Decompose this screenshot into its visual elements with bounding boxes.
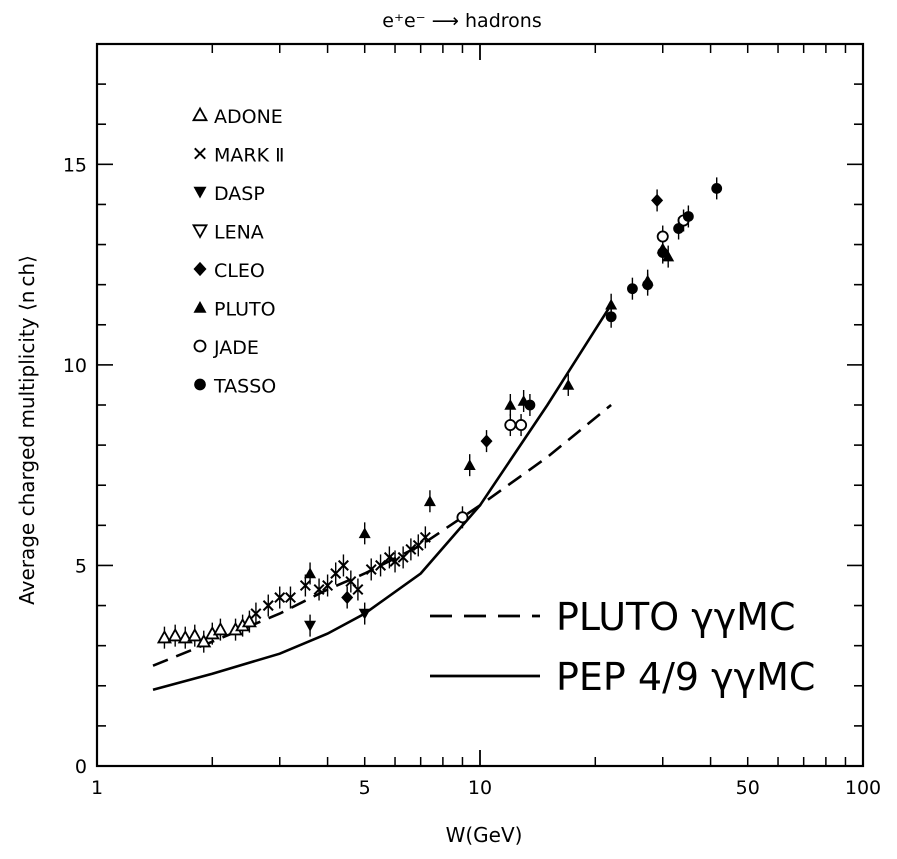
x-tick-label: 100 [845,777,881,799]
adone-point [156,629,172,644]
legend-label-pluto: PLUTO [214,299,276,321]
mark-point [352,584,364,596]
mark-point [337,559,349,571]
legend-marker-lena [191,224,209,239]
legend-marker-jade [193,339,207,353]
mark-point [322,579,334,592]
mark-point [405,543,417,555]
adone-point [187,627,203,642]
mark-point [313,584,325,596]
chart-title: e⁺e⁻ ⟶ hadrons [382,10,541,32]
y-tick-label: 0 [75,756,87,778]
pluto-point [358,527,371,539]
y-tick-label: 15 [63,154,87,176]
x-axis-title: W(GeV) [446,823,523,847]
mark-point [365,563,377,575]
mark-point [250,608,262,620]
legend-label-pluto-mc: PLUTO γγMC [556,595,796,639]
pluto-point [304,567,317,579]
mark-point [389,555,401,567]
tasso-point [673,223,684,234]
y-tick-label: 10 [63,355,87,377]
legend-label-dasp: DASP [214,183,265,205]
jade-point [504,419,517,432]
x-tick-label: 5 [359,777,371,799]
tasso-point [657,247,669,258]
pluto-point [562,378,575,390]
mark-point [375,559,387,571]
legend-marker-cleo [193,261,207,277]
dasp-point [304,620,317,632]
cleo-point [480,434,493,448]
legend-marker-pluto [193,301,207,313]
x-tick-label: 1 [91,777,103,799]
legend-marker-adone [191,106,209,122]
jade-point [656,230,669,243]
pluto-point [423,495,436,507]
tasso-point [524,399,536,411]
adone-point [212,621,228,636]
dasp-point [358,608,371,620]
y-axis-title: Average charged multiplicity ⟨n ch⟩ [15,255,39,605]
tasso-point [642,279,654,291]
adone-point [167,627,183,642]
mark-point [383,551,395,563]
legend-label-pep-mc: PEP 4/9 γγMC [556,655,815,699]
cleo-point [341,590,354,605]
mark-point [419,531,431,543]
legend-marker-tasso [194,378,206,391]
pluto-point [605,298,618,310]
pluto-point [662,250,675,262]
tasso-point [682,211,694,222]
legend-label-adone: ADONE [214,106,283,128]
tasso-point [605,311,617,323]
jade-point [515,419,528,432]
tasso-point [627,283,638,295]
tasso-point [711,183,723,194]
legend-marker-mark [194,147,206,160]
adone-point [241,613,257,628]
legend-label-cleo: CLEO [214,260,265,282]
jade-point [456,511,469,524]
legend-label-mark: MARK Ⅱ [214,145,284,167]
y-tick-label: 5 [75,555,87,577]
pluto-point [504,399,517,410]
x-tick-label: 50 [736,777,760,799]
legend-label-lena: LENA [214,222,264,244]
legend-label-tasso: TASSO [213,376,276,398]
mark-point [274,592,286,604]
mark-point [299,579,311,592]
legend-marker-dasp [193,186,207,199]
mark-point [262,600,274,612]
adone-point [196,633,212,648]
legend-label-jade: JADE [213,337,259,359]
pluto-point [463,459,476,470]
cleo-point [651,193,664,208]
x-tick-label: 10 [468,777,492,799]
mark-point [284,592,296,604]
